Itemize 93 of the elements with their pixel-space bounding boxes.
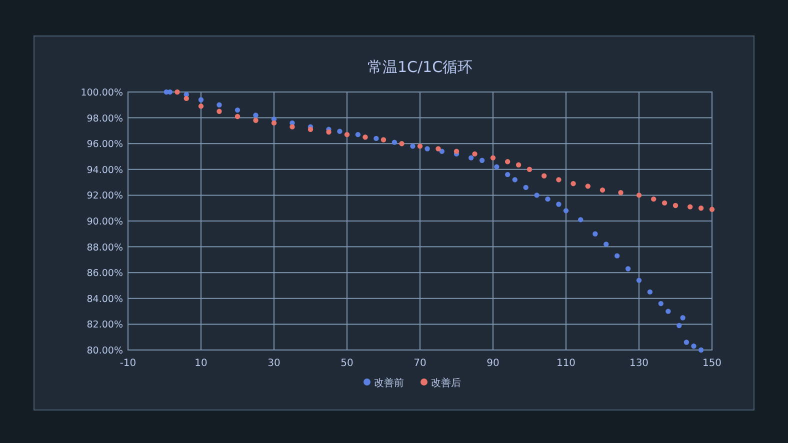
x-tick-label: 130 (629, 358, 649, 369)
point (684, 340, 690, 345)
point (556, 202, 562, 207)
x-tick-label: 30 (268, 358, 280, 369)
point (184, 96, 189, 102)
point (216, 108, 222, 114)
point (454, 148, 460, 154)
point (600, 187, 606, 193)
chart-title: 常温1C/1C循环 (367, 58, 473, 76)
point (355, 132, 361, 138)
point (698, 347, 704, 353)
point (253, 112, 258, 118)
point (662, 200, 668, 206)
point (691, 344, 696, 349)
point (556, 177, 562, 182)
point (570, 180, 576, 186)
point (399, 141, 404, 146)
point (362, 134, 368, 140)
point (625, 266, 631, 272)
y-tick-label: 82.00% (86, 320, 123, 331)
point (494, 164, 500, 170)
point (479, 158, 485, 163)
point (490, 155, 496, 160)
point (523, 184, 528, 190)
point (698, 206, 704, 211)
point (636, 192, 642, 198)
y-tick-label: 86.00% (86, 268, 123, 280)
point (198, 97, 204, 102)
point (647, 289, 653, 295)
y-tick-label: 98.00% (86, 113, 123, 124)
y-tick-label: 84.00% (86, 294, 123, 305)
legend-label: 改善后 (431, 377, 461, 389)
y-tick-label: 94.00% (86, 164, 123, 176)
x-tick-label: 10 (194, 358, 208, 369)
point (666, 308, 671, 314)
point (198, 104, 204, 109)
point (676, 322, 682, 328)
x-tick-label: 50 (340, 358, 354, 369)
point (253, 118, 258, 123)
y-tick-label: 88.00% (86, 242, 123, 254)
point (234, 107, 240, 113)
point (618, 190, 624, 196)
y-tick-label: 80.00% (86, 346, 123, 356)
y-tick-label: 100.00% (80, 88, 123, 98)
point (592, 231, 598, 236)
x-tick-label: -10 (120, 358, 136, 369)
point (516, 162, 522, 168)
point (374, 136, 379, 142)
point (417, 144, 423, 149)
point (326, 129, 332, 135)
point (604, 242, 609, 247)
point (709, 206, 715, 212)
point (271, 120, 277, 126)
point (410, 144, 416, 149)
point (651, 196, 656, 202)
point (534, 192, 540, 198)
point (505, 172, 510, 178)
y-tick-label: 90.00% (86, 216, 123, 228)
point (216, 102, 222, 108)
point (439, 148, 444, 154)
x-tick-label: 90 (486, 358, 500, 369)
legend-label: 改善前 (374, 377, 404, 389)
y-tick-label: 96.00% (86, 139, 123, 150)
point (174, 89, 180, 95)
point (505, 159, 510, 164)
point (542, 173, 547, 178)
point (688, 204, 693, 210)
point (658, 300, 664, 306)
point (563, 208, 569, 214)
point (424, 146, 430, 152)
point (545, 196, 550, 202)
point (585, 184, 590, 189)
point (512, 177, 518, 182)
point (680, 315, 686, 320)
x-tick-label: 110 (556, 358, 576, 369)
point (672, 202, 678, 208)
point (526, 166, 532, 172)
y-tick-label: 92.00% (86, 190, 123, 202)
x-tick-label: 70 (414, 358, 426, 369)
point (344, 132, 350, 138)
point (472, 151, 478, 157)
point (308, 126, 314, 132)
point (392, 140, 398, 145)
point (290, 124, 295, 130)
point (614, 253, 620, 258)
point (468, 155, 474, 160)
point (337, 128, 342, 134)
point (436, 146, 441, 152)
point (636, 278, 642, 283)
point (380, 137, 386, 142)
point (578, 217, 584, 222)
point (234, 114, 240, 120)
x-tick-label: 150 (702, 358, 722, 369)
